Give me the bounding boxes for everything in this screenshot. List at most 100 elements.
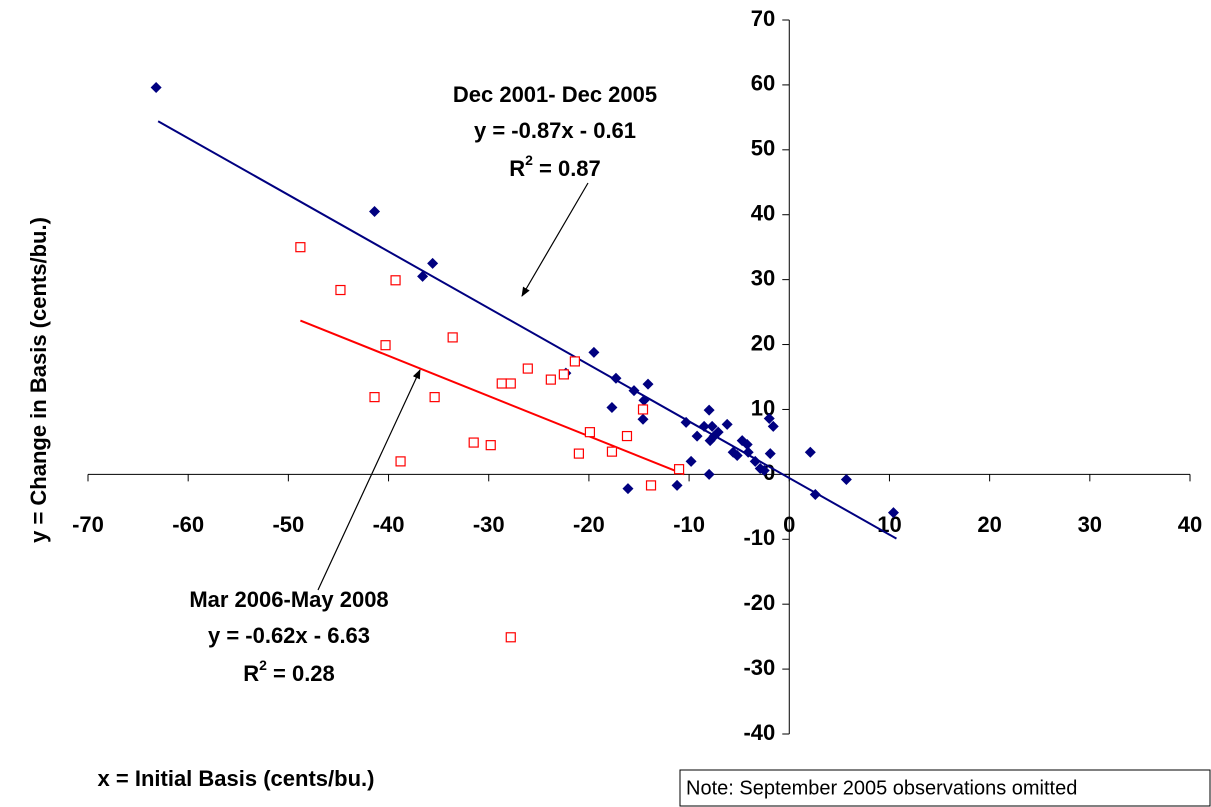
point (429, 392, 440, 403)
point (721, 418, 733, 430)
arrows (317, 182, 589, 591)
point (622, 483, 634, 495)
trend-line (300, 319, 685, 476)
annotation-r2-part: 2 (259, 657, 267, 673)
point (763, 413, 775, 425)
y-tick-label: 30 (751, 265, 775, 290)
point (741, 439, 753, 451)
point (712, 426, 724, 438)
point (468, 437, 479, 448)
point (621, 430, 633, 442)
point (887, 507, 899, 519)
x-tick-label: -70 (72, 512, 104, 537)
point (485, 440, 496, 451)
annotation-r2-part: = 0.28 (267, 661, 335, 686)
point (558, 369, 569, 380)
y-tick-label: 70 (751, 6, 775, 31)
point (731, 450, 743, 462)
point (610, 372, 622, 384)
point (522, 363, 533, 374)
point (691, 430, 703, 442)
point (703, 468, 715, 480)
point (369, 392, 380, 403)
y-tick-label: 20 (751, 330, 775, 355)
x-tick-label: -60 (172, 512, 204, 537)
annotation-r2: R2 = 0.87 (509, 152, 601, 181)
point (758, 464, 770, 476)
point (749, 455, 761, 467)
point (764, 448, 776, 460)
point (804, 446, 816, 458)
point (584, 427, 596, 438)
annotation: Mar 2006-May 2008 (189, 587, 388, 612)
point (673, 464, 685, 475)
point (390, 275, 401, 286)
arrow (521, 182, 589, 297)
point (704, 435, 716, 447)
y-tick-label: 60 (751, 71, 775, 96)
x-tick-label: 40 (1178, 512, 1202, 537)
point (628, 385, 640, 397)
y-tick-label: 40 (751, 201, 775, 226)
point (335, 284, 346, 296)
point (767, 420, 779, 432)
point (809, 488, 821, 500)
point (645, 480, 657, 491)
y-tick-label: -20 (743, 590, 775, 615)
point (505, 378, 516, 389)
point (742, 446, 754, 458)
point (295, 242, 306, 253)
point (447, 332, 458, 343)
annotation-r2-part: R (243, 661, 259, 686)
point (840, 474, 852, 486)
point (685, 455, 697, 467)
point (545, 374, 556, 385)
point (706, 420, 718, 432)
point (395, 456, 406, 467)
point (680, 416, 692, 428)
point (642, 378, 654, 390)
x-tick-label: -10 (673, 512, 705, 537)
point (588, 346, 600, 358)
annotation-r2-part: 2 (525, 152, 533, 168)
point (606, 402, 618, 414)
x-tick-label: -30 (473, 512, 505, 537)
point (427, 257, 439, 269)
y-axis-label: y = Change in Basis (cents/bu.) (26, 217, 51, 543)
point (369, 205, 381, 217)
point (698, 420, 710, 432)
x-tick-label: -50 (272, 512, 304, 537)
point (703, 404, 715, 416)
x-tick-label: 0 (783, 512, 795, 537)
point (573, 448, 584, 459)
point (417, 270, 429, 282)
annotation-r2: R2 = 0.28 (243, 657, 335, 686)
arrow (317, 369, 421, 591)
y-tick-label: 0 (763, 460, 775, 485)
point (637, 413, 649, 425)
x-axis-label: x = Initial Basis (cents/bu.) (98, 766, 375, 791)
trend-line (157, 120, 897, 540)
note: Note: September 2005 observations omitte… (686, 777, 1077, 799)
point (606, 446, 618, 457)
point (380, 340, 391, 351)
annotation: Dec 2001- Dec 2005 (453, 82, 657, 107)
x-tick-label: -40 (373, 512, 405, 537)
y-tick-label: -40 (743, 720, 775, 745)
annotation: y = -0.87x - 0.61 (474, 118, 636, 143)
note-box (679, 769, 1211, 807)
point (505, 632, 516, 643)
annotation: y = -0.62x - 6.63 (208, 623, 370, 648)
x-tick-label: 20 (977, 512, 1001, 537)
annotation-r2-part: = 0.87 (533, 156, 601, 181)
y-tick-label: -30 (743, 655, 775, 680)
point (150, 82, 162, 94)
x-tick-label: -20 (573, 512, 605, 537)
y-tick-label: -10 (743, 525, 775, 550)
annotation-r2-part: R (509, 156, 525, 181)
point (638, 394, 650, 406)
point (569, 356, 580, 367)
x-tick-label: 10 (877, 512, 901, 537)
